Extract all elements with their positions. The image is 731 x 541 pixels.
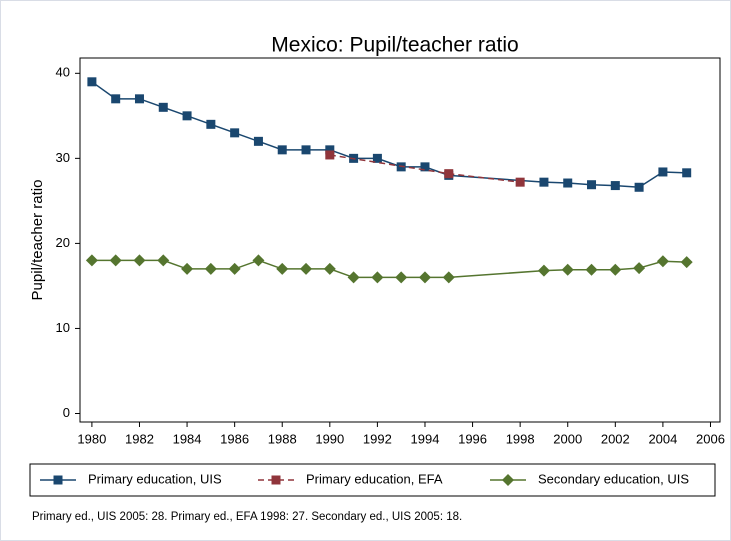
marker	[633, 262, 646, 275]
legend-marker	[271, 475, 281, 485]
marker	[325, 150, 335, 160]
footnote: Primary ed., UIS 2005: 28. Primary ed., …	[32, 511, 462, 523]
legend-box	[29, 463, 716, 497]
marker	[444, 169, 454, 179]
x-tick-label: 1992	[363, 431, 392, 446]
y-tick-label: 40	[56, 65, 70, 80]
marker	[85, 254, 98, 267]
marker	[181, 262, 194, 275]
marker	[276, 262, 289, 275]
marker	[228, 262, 241, 275]
x-tick-label: 1984	[173, 431, 202, 446]
marker	[253, 136, 263, 146]
y-axis-label: Pupil/teacher ratio	[29, 180, 46, 301]
x-tick-label: 1998	[506, 431, 535, 446]
marker	[109, 254, 122, 267]
y-tick-label: 20	[56, 235, 70, 250]
chart-title: Mexico: Pupil/teacher ratio	[271, 34, 518, 57]
x-tick-label: 2004	[648, 431, 677, 446]
marker	[134, 94, 144, 104]
marker	[395, 271, 408, 284]
marker	[587, 180, 597, 190]
marker	[563, 178, 573, 188]
marker	[656, 255, 669, 268]
marker	[301, 145, 311, 155]
legend-label: Primary education, EFA	[306, 471, 443, 486]
y-tick-label: 10	[56, 320, 70, 335]
marker	[680, 256, 693, 269]
marker	[325, 145, 335, 155]
marker	[515, 177, 525, 187]
y-tick-label: 0	[63, 405, 70, 420]
marker	[539, 177, 549, 187]
marker	[561, 263, 574, 276]
marker	[418, 271, 431, 284]
marker	[372, 153, 382, 163]
x-tick-label: 1996	[458, 431, 487, 446]
marker	[133, 254, 146, 267]
marker	[206, 119, 216, 129]
x-tick-label: 1994	[411, 431, 440, 446]
marker	[87, 77, 97, 87]
x-tick-label: 1990	[315, 431, 344, 446]
legend-label: Secondary education, UIS	[538, 471, 689, 486]
marker	[277, 145, 287, 155]
marker	[585, 263, 598, 276]
x-tick-label: 2006	[696, 431, 725, 446]
legend-label: Primary education, UIS	[88, 471, 222, 486]
legend-marker	[502, 474, 514, 486]
marker	[204, 262, 217, 275]
x-tick-label: 1986	[220, 431, 249, 446]
marker	[537, 264, 550, 277]
marker	[158, 102, 168, 112]
marker	[111, 94, 121, 104]
marker	[442, 271, 455, 284]
x-tick-label: 1980	[77, 431, 106, 446]
marker	[634, 182, 644, 192]
marker	[300, 262, 313, 275]
marker	[658, 167, 668, 177]
marker	[610, 181, 620, 191]
y-tick-label: 30	[56, 150, 70, 165]
marker	[230, 128, 240, 138]
marker	[682, 168, 692, 178]
marker	[420, 162, 430, 172]
legend-marker	[53, 475, 63, 485]
marker	[323, 262, 336, 275]
x-tick-label: 2002	[601, 431, 630, 446]
x-tick-label: 1982	[125, 431, 154, 446]
x-tick-label: 1988	[268, 431, 297, 446]
marker	[252, 254, 265, 267]
marker	[371, 271, 384, 284]
marker	[182, 111, 192, 121]
marker	[609, 263, 622, 276]
marker	[157, 254, 170, 267]
x-tick-label: 2000	[553, 431, 582, 446]
marker	[347, 271, 360, 284]
